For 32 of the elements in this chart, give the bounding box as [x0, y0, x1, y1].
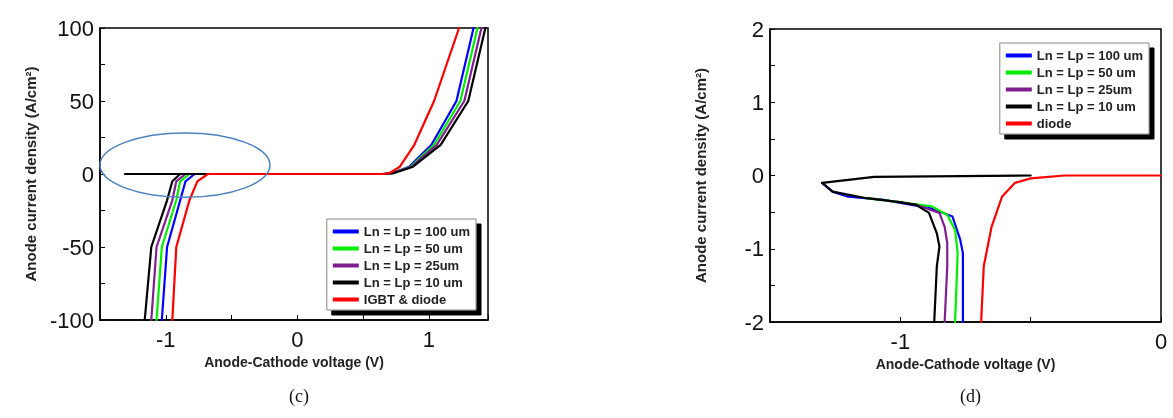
legend-label: Ln = Lp = 100 um	[1036, 48, 1144, 63]
y-tick-label: 2	[751, 16, 764, 42]
text: (d)	[960, 386, 981, 407]
y-axis-title: Anode current density (A/cm²)	[692, 67, 709, 284]
y-tick-label: -2	[744, 309, 764, 335]
legend-label: Ln = Lp = 50 um	[363, 241, 463, 256]
y-tick-label: 0	[751, 163, 764, 188]
legend-label: diode	[1036, 116, 1072, 131]
x-axis-title: Anode-Cathode voltage (V)	[204, 353, 384, 370]
legend-label: Ln = Lp = 10 um	[363, 275, 463, 290]
text: (c)	[289, 386, 309, 407]
line-series	[980, 174, 1163, 324]
y-tick-label: -1	[744, 236, 764, 262]
legend-label: IGBT & diode	[363, 292, 447, 307]
x-tick-label: 0	[1154, 328, 1168, 354]
y-tick-label: -50	[62, 234, 94, 260]
legend-label: Ln = Lp = 50 um	[1036, 65, 1136, 80]
x-tick-label: -1	[890, 328, 911, 354]
legend-label: Ln = Lp = 25um	[1036, 82, 1133, 97]
legend-label: Ln = Lp = 10 um	[1036, 99, 1136, 114]
y-axis-title: Anode current density (A/cm²)	[22, 66, 39, 282]
legend-label: Ln = Lp = 25um	[363, 258, 460, 273]
y-tick-label: 0	[81, 161, 94, 187]
y-tick-label: 1	[751, 89, 764, 115]
x-tick-label: 1	[422, 326, 435, 352]
x-tick-label: 0	[291, 326, 304, 352]
x-axis-title: Anode-Cathode voltage (V)	[875, 355, 1056, 372]
y-tick-label: -100	[49, 307, 94, 333]
y-tick-label: 100	[57, 15, 94, 41]
legend-label: Ln = Lp = 100 um	[363, 224, 471, 239]
x-tick-label: -1	[155, 326, 176, 352]
y-tick-label: 50	[69, 88, 94, 114]
